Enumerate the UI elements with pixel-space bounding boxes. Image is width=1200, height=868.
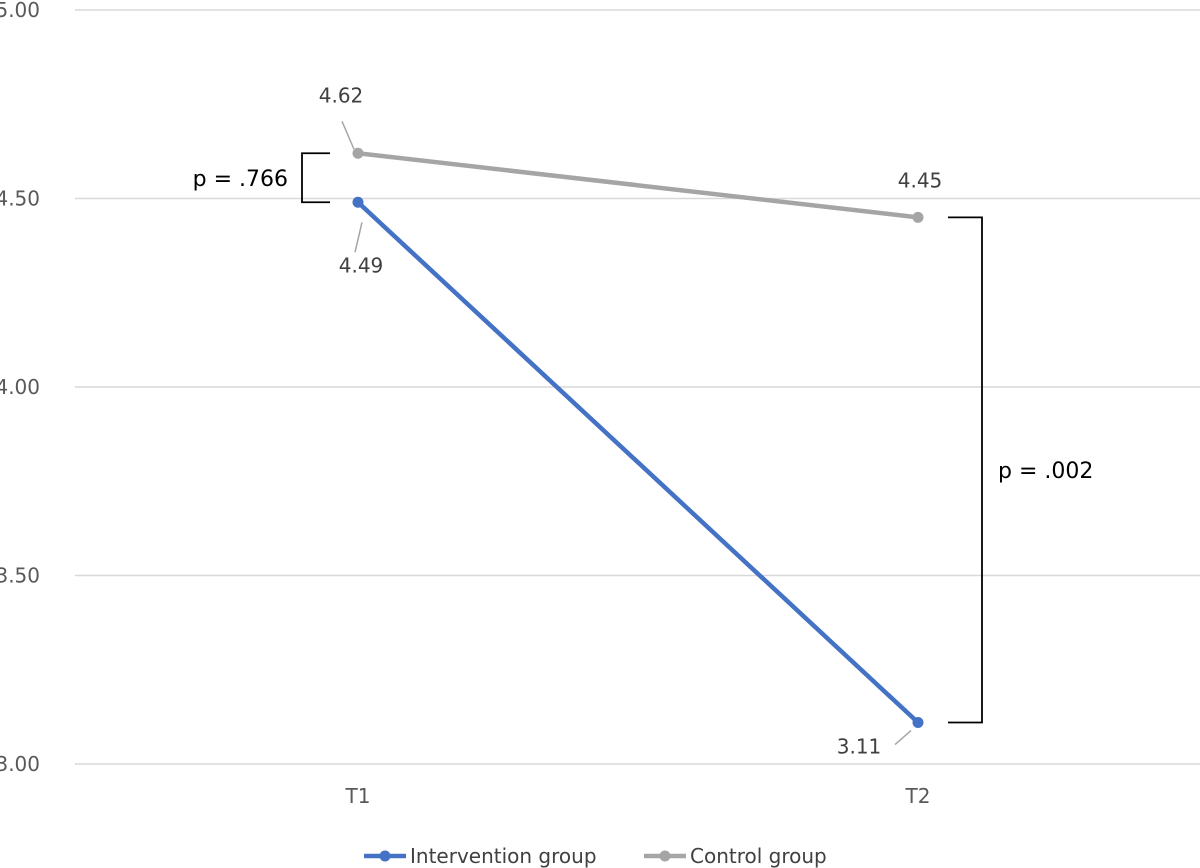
data-point — [912, 717, 924, 729]
p-value-label-t2: p = .002 — [998, 459, 1093, 484]
p-value-brackets: p = .766 p = .002 — [193, 152, 1093, 724]
x-tick-label: T1 — [345, 784, 371, 808]
data-label: 4.62 — [319, 83, 364, 107]
data-labels: 4.49 3.11 4.62 4.45 — [319, 83, 943, 758]
legend-label: Control group — [690, 844, 827, 868]
y-axis-tick-labels: 3.00 3.50 4.00 4.50 5.00 — [0, 0, 40, 776]
data-label: 3.11 — [837, 735, 882, 759]
p-value-label-t1: p = .766 — [193, 167, 288, 192]
x-tick-label: T2 — [905, 784, 931, 808]
p-value-bracket-t2 — [948, 216, 983, 724]
data-label: 4.49 — [339, 253, 384, 277]
series-line-1 — [355, 151, 921, 220]
data-point — [912, 211, 924, 223]
y-tick-label: 3.00 — [0, 752, 40, 776]
gridlines — [75, 9, 1200, 765]
y-tick-label: 4.00 — [0, 375, 40, 399]
y-tick-label: 4.50 — [0, 187, 40, 211]
p-value-bracket-t1 — [301, 152, 330, 204]
leader-line — [341, 120, 355, 150]
data-label-leaders — [341, 120, 912, 746]
legend-swatch-marker — [379, 850, 391, 862]
legend: Intervention group Control group — [364, 844, 827, 868]
series-line-0 — [355, 200, 921, 725]
legend-label: Intervention group — [410, 844, 597, 868]
data-label: 4.45 — [898, 168, 943, 192]
data-point — [352, 196, 364, 208]
x-axis-tick-labels: T1 T2 — [345, 784, 931, 808]
data-point — [352, 147, 364, 159]
y-tick-label: 3.50 — [0, 564, 40, 588]
series-lines — [352, 147, 924, 729]
y-tick-label: 5.00 — [0, 0, 40, 22]
leader-line — [354, 222, 363, 253]
legend-swatch-marker — [659, 850, 671, 862]
leader-line — [894, 729, 912, 746]
